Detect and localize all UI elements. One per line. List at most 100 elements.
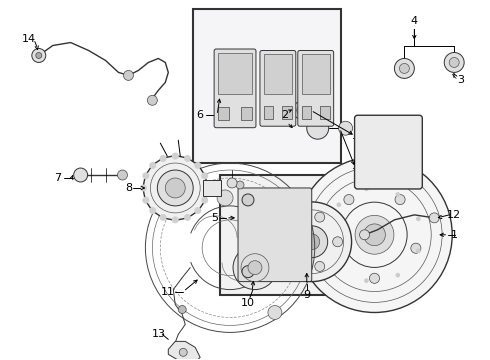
Circle shape: [286, 252, 296, 262]
Text: 5: 5: [212, 213, 219, 223]
Circle shape: [286, 221, 296, 231]
Circle shape: [395, 194, 405, 204]
Circle shape: [32, 49, 46, 62]
Bar: [220, 175, 338, 294]
Circle shape: [364, 186, 369, 191]
Circle shape: [160, 155, 167, 162]
Bar: [218, 53, 252, 94]
Text: 12: 12: [447, 210, 461, 220]
Circle shape: [149, 162, 156, 169]
Circle shape: [149, 207, 156, 214]
Circle shape: [293, 101, 311, 119]
Text: 7: 7: [54, 173, 61, 183]
Bar: [218, 107, 229, 121]
FancyBboxPatch shape: [298, 50, 334, 126]
Circle shape: [195, 207, 201, 214]
Circle shape: [248, 261, 262, 275]
Text: 6: 6: [196, 110, 204, 120]
Circle shape: [242, 194, 254, 206]
Circle shape: [355, 215, 394, 254]
Circle shape: [201, 172, 208, 179]
Circle shape: [394, 58, 415, 78]
Circle shape: [339, 121, 353, 135]
Circle shape: [241, 254, 269, 282]
Bar: [241, 107, 252, 121]
Circle shape: [233, 246, 277, 289]
Text: 9: 9: [303, 289, 310, 300]
Circle shape: [315, 212, 325, 222]
Circle shape: [142, 197, 149, 204]
Circle shape: [179, 348, 187, 356]
Bar: [264, 54, 292, 94]
Circle shape: [165, 178, 185, 198]
Circle shape: [172, 216, 179, 223]
Circle shape: [369, 273, 380, 283]
Circle shape: [184, 155, 191, 162]
Bar: [193, 9, 341, 163]
Circle shape: [395, 192, 400, 197]
Circle shape: [307, 117, 329, 139]
Circle shape: [204, 184, 211, 192]
Circle shape: [360, 138, 388, 166]
Text: 4: 4: [411, 15, 418, 26]
Circle shape: [184, 214, 191, 221]
Circle shape: [429, 213, 439, 223]
Circle shape: [399, 63, 409, 73]
Text: 1: 1: [451, 230, 458, 240]
FancyBboxPatch shape: [238, 188, 312, 282]
Text: 2: 2: [281, 110, 289, 120]
Bar: [320, 106, 330, 119]
Circle shape: [325, 233, 330, 237]
Circle shape: [395, 144, 412, 160]
Bar: [302, 106, 311, 119]
Circle shape: [315, 261, 325, 271]
Circle shape: [297, 157, 452, 312]
Circle shape: [268, 306, 282, 319]
Bar: [302, 54, 330, 94]
Bar: [282, 106, 292, 119]
Circle shape: [337, 202, 341, 207]
Circle shape: [364, 224, 385, 246]
Circle shape: [36, 53, 42, 58]
Circle shape: [201, 197, 208, 204]
Bar: [203, 180, 221, 196]
Circle shape: [390, 138, 417, 166]
Circle shape: [207, 183, 217, 193]
Circle shape: [304, 234, 319, 250]
FancyBboxPatch shape: [260, 50, 296, 126]
Circle shape: [195, 162, 201, 169]
Circle shape: [416, 216, 420, 221]
Text: 10: 10: [241, 297, 255, 307]
Circle shape: [123, 71, 133, 80]
Circle shape: [118, 170, 127, 180]
Circle shape: [364, 278, 369, 283]
Circle shape: [172, 153, 179, 159]
FancyBboxPatch shape: [214, 49, 256, 128]
Text: 3: 3: [458, 75, 465, 85]
Circle shape: [360, 230, 369, 240]
Text: 11: 11: [161, 287, 175, 297]
Circle shape: [395, 273, 400, 278]
Circle shape: [337, 262, 341, 267]
Circle shape: [178, 306, 186, 314]
Text: 8: 8: [125, 183, 132, 193]
Circle shape: [333, 237, 343, 247]
Circle shape: [227, 178, 237, 188]
Circle shape: [449, 58, 459, 67]
FancyBboxPatch shape: [355, 115, 422, 189]
Circle shape: [444, 53, 464, 72]
Text: 14: 14: [22, 33, 36, 44]
Polygon shape: [168, 341, 200, 360]
Circle shape: [147, 95, 157, 105]
Circle shape: [411, 243, 421, 253]
Text: 13: 13: [151, 329, 165, 339]
Circle shape: [272, 202, 352, 282]
Circle shape: [74, 168, 88, 182]
Circle shape: [144, 156, 207, 220]
Circle shape: [344, 194, 354, 204]
Bar: [264, 106, 273, 119]
Circle shape: [160, 214, 167, 221]
Circle shape: [366, 144, 382, 160]
Circle shape: [157, 170, 193, 206]
Circle shape: [242, 266, 254, 278]
